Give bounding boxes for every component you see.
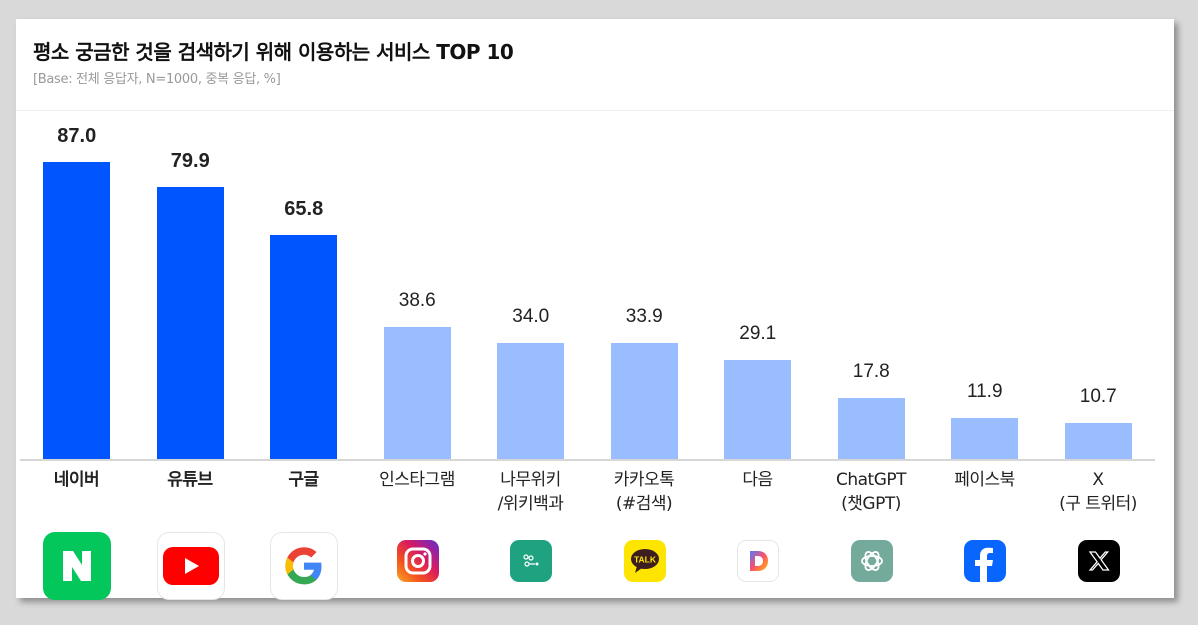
- bar-value-label: 33.9: [625, 306, 663, 328]
- category-label-line1: 카카오톡: [613, 470, 675, 490]
- bar-column: 34.0 나무위키/위키백과: [474, 110, 588, 598]
- category-label-line2: (#검색): [615, 494, 673, 514]
- category-label-line1: ChatGPT: [835, 470, 907, 490]
- bar: [1064, 422, 1132, 459]
- naver-icon: [43, 532, 111, 600]
- bar-value-label: 38.6: [398, 290, 436, 312]
- bar-column: 29.1 다음: [701, 110, 815, 598]
- category-label-line2: (구 트위터): [1059, 494, 1137, 514]
- bar: [951, 418, 1018, 459]
- category-label: X (구 트위터): [1036, 468, 1161, 516]
- namuwiki-icon: [510, 540, 552, 582]
- chart-title: 평소 궁금한 것을 검색하기 위해 이용하는 서비스 TOP 10: [33, 40, 514, 64]
- bar-column: 87.0 네이버: [20, 110, 134, 600]
- bar-value-label: 34.0: [512, 306, 550, 328]
- bar-value-label: 17.8: [852, 361, 890, 383]
- category-label-line2: (챗GPT): [841, 494, 901, 514]
- category-label: 다음: [742, 470, 773, 490]
- bar-column: 10.7 X (구 트위터): [1042, 110, 1156, 598]
- bar-value-label: 11.9: [966, 381, 1003, 403]
- category-label: 카카오톡 (#검색): [582, 468, 707, 516]
- category-label: 유튜브: [167, 470, 213, 490]
- bar: [837, 398, 905, 459]
- facebook-icon: [964, 540, 1006, 582]
- kakaotalk-icon: TALK: [623, 540, 666, 582]
- bar: [724, 359, 791, 459]
- bar-value-label: 65.8: [284, 197, 324, 220]
- bar-value-label: 79.9: [170, 149, 210, 172]
- bar-column: 38.6 인스타그램: [361, 110, 475, 598]
- x-twitter-icon: [1077, 540, 1120, 582]
- chart-card: 평소 궁금한 것을 검색하기 위해 이용하는 서비스 TOP 10 [Base:…: [16, 19, 1174, 600]
- instagram-icon: [396, 540, 439, 582]
- bar: [383, 327, 451, 459]
- bar: [270, 234, 337, 459]
- category-label: 나무위키/위키백과: [468, 468, 593, 516]
- category-label: 인스타그램: [379, 470, 455, 490]
- google-icon: [270, 532, 338, 600]
- bar-column: 65.8 구글: [247, 110, 361, 600]
- x-axis-baseline: [20, 459, 1155, 461]
- category-label-line1: 나무위키: [500, 470, 561, 490]
- category-label-line1: X: [1092, 470, 1104, 490]
- bar-column: 33.9 카카오톡 (#검색) TALK: [588, 110, 702, 598]
- bar-column: 17.8 ChatGPT (챗GPT): [815, 110, 929, 598]
- category-label: ChatGPT (챗GPT): [809, 468, 934, 516]
- bar-value-label: 29.1: [739, 322, 777, 344]
- bar-value-label: 10.7: [1079, 385, 1117, 407]
- chart-header: 평소 궁금한 것을 검색하기 위해 이용하는 서비스 TOP 10 [Base:…: [16, 19, 1174, 111]
- youtube-icon: [156, 532, 225, 600]
- bar: [497, 343, 564, 459]
- chart-subtitle: [Base: 전체 응답자, N=1000, 중복 응답, %]: [33, 72, 281, 87]
- chatgpt-icon: [850, 540, 893, 582]
- daum-icon: [737, 540, 779, 582]
- category-label: 페이스북: [954, 470, 1015, 490]
- category-label: 구글: [288, 470, 319, 490]
- svg-text:TALK: TALK: [633, 555, 656, 565]
- bar-value-label: 87.0: [57, 125, 97, 148]
- bar-chart-plot: 87.0 네이버 79.9 유튜브 65.8 구글 38.6 인스타그램 34.0 나무위키/위키…: [16, 110, 1174, 600]
- category-label: 네이버: [53, 470, 100, 490]
- bar-column: 79.9 유튜브: [134, 110, 248, 600]
- category-label-line2: /위키백과: [497, 494, 564, 514]
- bar: [43, 162, 110, 459]
- bar-column: 11.9 페이스북: [928, 110, 1042, 598]
- bar: [610, 343, 678, 459]
- bar: [156, 186, 224, 459]
